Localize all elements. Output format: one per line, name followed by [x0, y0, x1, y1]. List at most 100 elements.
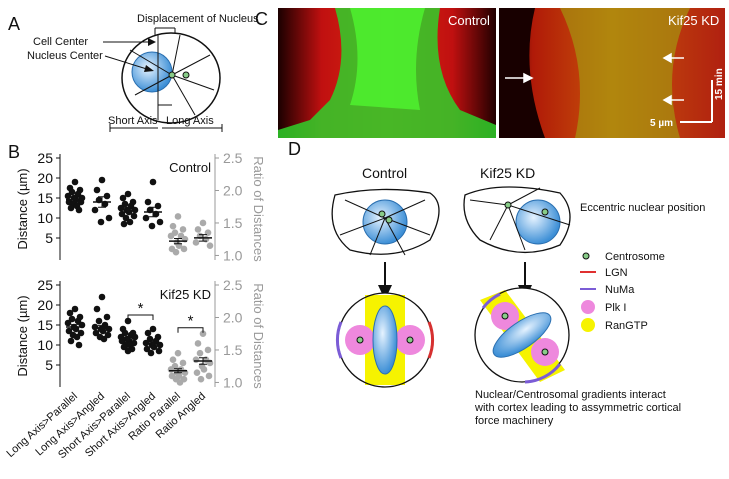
data-point	[199, 219, 207, 227]
data-point	[68, 315, 76, 323]
cell-label: Control	[362, 165, 407, 181]
cell-label: Kif25 KD	[480, 165, 535, 181]
panel-letter: C	[255, 9, 268, 29]
y-tick-label: 10	[37, 210, 53, 226]
data-point	[200, 366, 208, 373]
data-point	[122, 214, 130, 222]
y-tick-label: 5	[45, 230, 53, 246]
significance-label: *	[188, 313, 194, 330]
data-point	[77, 329, 85, 337]
scale-label: 15 min	[714, 68, 725, 100]
y2-tick-label: 1.0	[223, 374, 243, 390]
data-point	[93, 305, 101, 313]
panel-d: D Control Kif25 KD Eccentric nuclear pos…	[288, 139, 705, 427]
data-point	[73, 333, 81, 341]
data-point	[148, 222, 156, 230]
data-point	[169, 222, 177, 230]
data-point	[126, 218, 134, 226]
y2-tick-label: 1.5	[223, 342, 243, 358]
data-point	[120, 220, 128, 228]
data-point	[118, 210, 126, 218]
error-bar	[98, 196, 106, 208]
data-point	[105, 214, 113, 222]
y2-tick-label: 2.0	[223, 182, 243, 198]
data-point	[194, 340, 202, 347]
data-point	[143, 345, 151, 353]
y-axis-label: Distance (µm)	[15, 168, 30, 249]
significance-bracket	[177, 327, 204, 333]
legend-entry: RanGTP	[605, 320, 648, 332]
data-point	[144, 329, 152, 337]
error-bar	[149, 206, 157, 218]
data-point	[192, 239, 200, 246]
error-bar	[124, 336, 132, 342]
significance-label: *	[138, 300, 144, 317]
chart-label: Control	[169, 160, 211, 175]
data-point	[194, 226, 202, 233]
caption: Nuclear/Centrosomal gradients interact	[475, 389, 666, 401]
data-point	[196, 349, 204, 357]
data-point	[97, 218, 105, 226]
error-bar	[71, 196, 79, 203]
data-point	[155, 347, 163, 355]
data-point	[204, 346, 212, 354]
data-point	[64, 319, 72, 327]
data-point	[103, 313, 111, 321]
data-point	[66, 309, 74, 317]
data-point	[121, 200, 129, 208]
data-point	[174, 213, 182, 220]
chart-label: Kif25 KD	[160, 287, 211, 302]
y-tick-label: 20	[37, 170, 53, 186]
data-point	[120, 343, 128, 351]
data-point	[167, 366, 175, 373]
data-point	[74, 317, 82, 325]
caption: force machinery	[475, 415, 554, 427]
y2-axis-label: Ratio of Distances	[251, 283, 266, 389]
error-bar	[124, 207, 132, 213]
data-point	[68, 188, 76, 196]
annotation: Eccentric nuclear position	[580, 202, 705, 214]
data-point	[98, 176, 106, 184]
data-point	[75, 206, 83, 214]
data-point	[91, 323, 99, 331]
scale-label: 5 µm	[650, 118, 673, 129]
data-point	[176, 379, 184, 386]
data-point	[150, 343, 158, 351]
data-point	[93, 186, 101, 194]
data-point	[142, 214, 150, 222]
caption: with cortex leading to assymmetric corti…	[474, 402, 681, 414]
data-point	[179, 359, 187, 367]
y-tick-label: 5	[45, 357, 53, 373]
y-tick-label: 25	[37, 277, 53, 293]
data-point	[147, 349, 155, 357]
data-point	[124, 317, 132, 325]
data-point	[199, 330, 207, 338]
data-point	[192, 356, 200, 364]
panel-c: C Control Kif25 KD 5 µm 15 min	[255, 8, 725, 138]
data-point	[180, 245, 188, 253]
y-tick-label: 15	[37, 190, 53, 206]
data-point	[193, 369, 201, 377]
data-point	[174, 349, 182, 357]
data-point	[179, 226, 187, 233]
error-bar	[174, 238, 182, 245]
data-point	[67, 337, 75, 345]
label: Displacement of Nucleus	[137, 13, 259, 25]
data-point	[205, 372, 213, 380]
panel-letter: D	[288, 139, 301, 159]
y-tick-label: 20	[37, 297, 53, 313]
error-bar	[98, 324, 106, 332]
data-point	[167, 232, 175, 240]
data-point	[98, 293, 106, 301]
y-axis-label: Distance (µm)	[15, 295, 30, 376]
data-point	[130, 212, 138, 220]
error-bar	[174, 368, 182, 374]
data-point	[71, 305, 79, 313]
y-tick-label: 25	[37, 150, 53, 166]
image-label: Kif25 KD	[668, 13, 719, 28]
data-point	[197, 375, 205, 383]
y-tick-label: 10	[37, 337, 53, 353]
y-tick-label: 15	[37, 317, 53, 333]
data-point	[64, 192, 72, 200]
